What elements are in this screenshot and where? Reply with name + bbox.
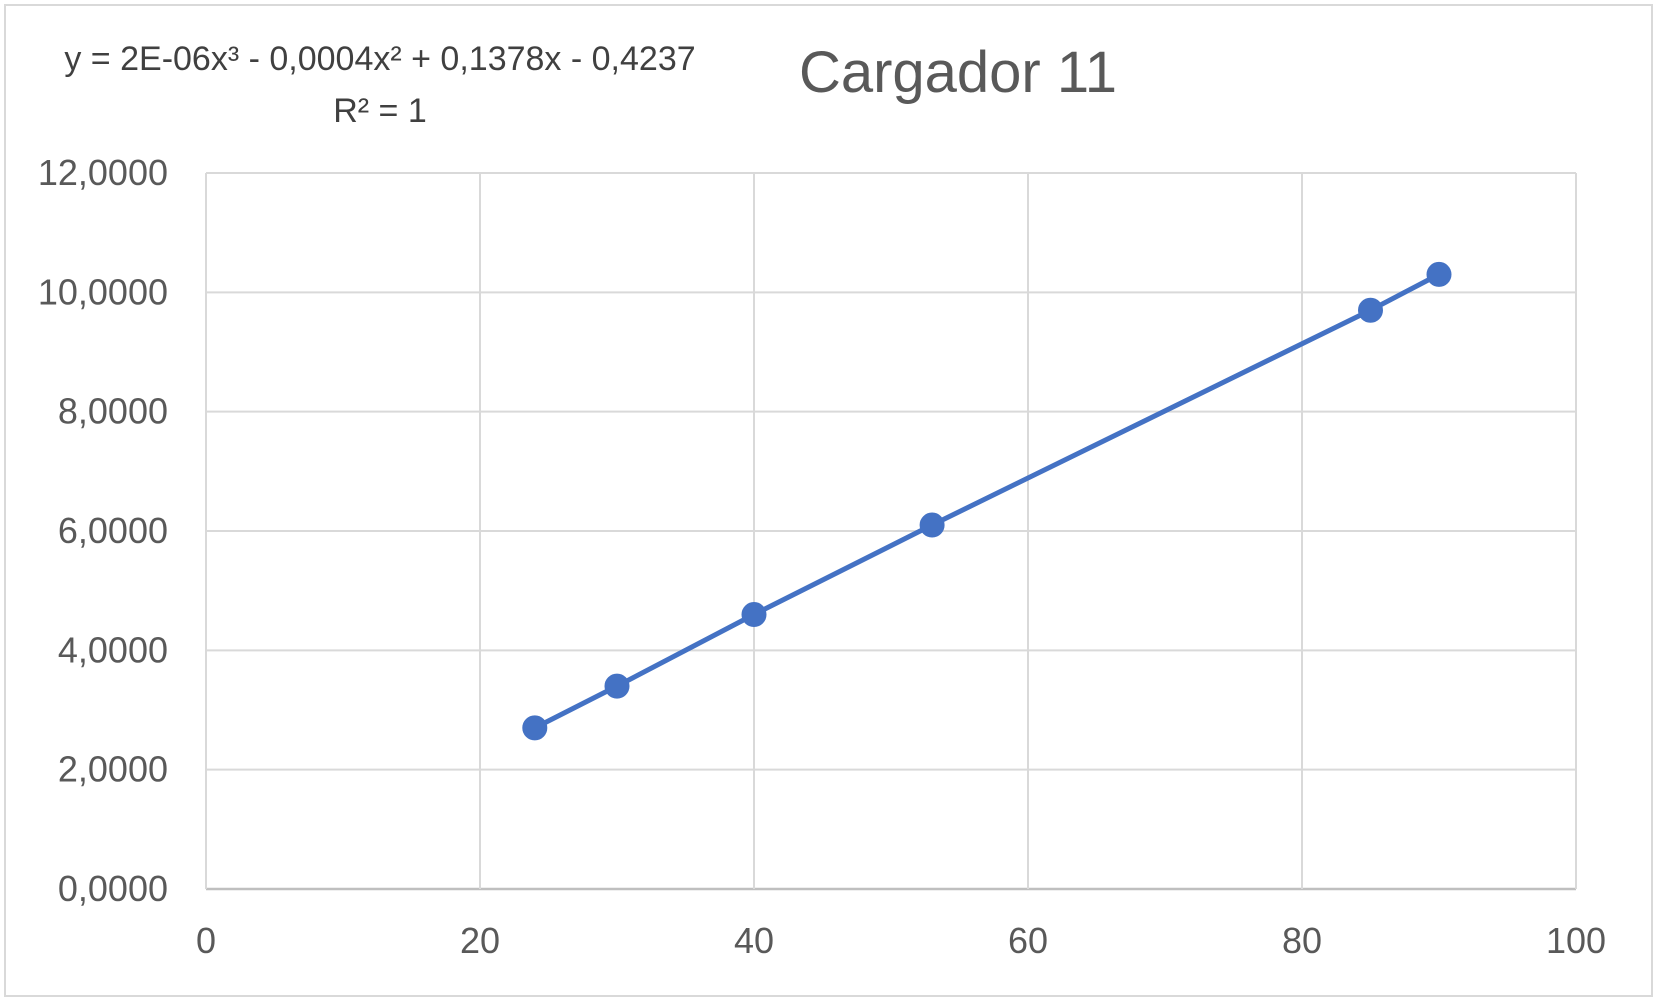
y-tick-label: 10,0000 (38, 271, 168, 312)
grid-layer (205, 172, 1577, 891)
trendline-equation: y = 2E-06x³ - 0,0004x² + 0,1378x - 0,423… (64, 40, 695, 78)
x-tick-label: 20 (460, 920, 500, 961)
series-layer (522, 261, 1452, 741)
x-tick-label: 40 (734, 920, 774, 961)
chart-frame (4, 4, 1653, 997)
data-point (604, 673, 630, 699)
trendline-r-squared: R² = 1 (333, 92, 427, 130)
x-tick-label: 100 (1546, 920, 1606, 961)
x-tick-label: 0 (196, 920, 216, 961)
y-tick-label: 12,0000 (38, 152, 168, 193)
x-tick-label: 60 (1008, 920, 1048, 961)
y-tick-label: 2,0000 (58, 749, 168, 790)
series-line (532, 271, 1442, 731)
x-tick-label: 80 (1282, 920, 1322, 961)
y-tick-label: 0,0000 (58, 868, 168, 909)
data-point (741, 602, 767, 628)
chart-title: Cargador 11 (799, 40, 1117, 105)
y-tick-label: 4,0000 (58, 629, 168, 670)
data-point (1426, 261, 1452, 287)
data-point (1358, 297, 1383, 323)
data-point (522, 715, 548, 741)
axis-layer: 0,0000 2,0000 4,0000 6,0000 8,0000 10,0000 12,… (38, 152, 1606, 961)
y-tick-label: 8,0000 (58, 391, 168, 432)
y-tick-label: 6,0000 (58, 510, 168, 551)
data-point (919, 512, 945, 538)
